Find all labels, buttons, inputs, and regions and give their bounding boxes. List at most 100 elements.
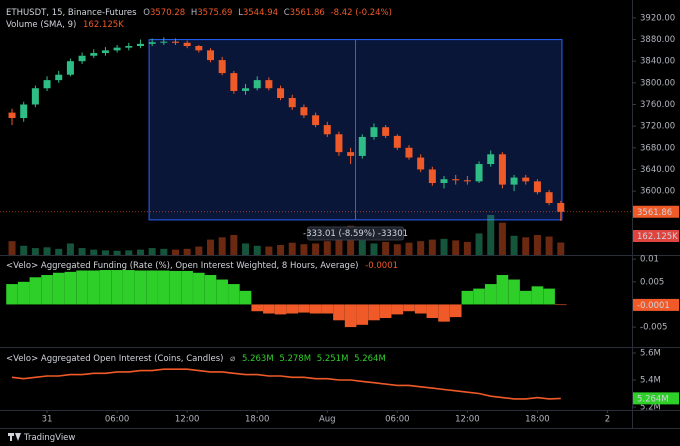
candle-body (136, 43, 144, 47)
volume-bar (20, 245, 28, 255)
candle-body (358, 136, 366, 156)
volume-bar (242, 243, 250, 255)
funding-bar (64, 271, 77, 305)
volume-bar (8, 241, 16, 255)
price-tag: 5.264M (637, 394, 669, 404)
volume-bar (55, 248, 63, 255)
volume-line: Volume (SMA, 9) 162.125K (6, 20, 124, 30)
candle-body (498, 154, 506, 185)
volume-bar (90, 249, 98, 255)
volume-bar (545, 236, 553, 255)
volume-bar (417, 241, 425, 255)
candle-body (218, 60, 226, 74)
volume-bar (440, 238, 448, 255)
funding-bar (17, 281, 30, 305)
candle-body (405, 147, 413, 158)
volume-bar (533, 235, 541, 255)
funding-bar (111, 270, 123, 305)
funding-bar (484, 284, 497, 305)
funding-bar (356, 304, 369, 325)
funding-title: <Velo> Aggregated Funding (Rate (%), Ope… (6, 261, 359, 271)
y-tick-label: 3840.00 (640, 57, 675, 67)
candle-body (382, 127, 390, 136)
candle-body (510, 177, 518, 185)
volume-bar (195, 246, 203, 255)
oi-line: <Velo> Aggregated Open Interest (Coins, … (6, 354, 386, 364)
candle-body (55, 74, 63, 81)
candle-body (300, 107, 308, 116)
candle-body (323, 125, 331, 135)
footer-brand[interactable]: TradingView (23, 433, 75, 443)
volume-bar (428, 239, 436, 255)
y-tick-label: 5.6M (640, 348, 661, 358)
volume-bar (522, 237, 530, 255)
ohlc-key: C (284, 8, 290, 18)
volume-bar (393, 244, 401, 255)
candle-body (533, 181, 541, 193)
y-tick-label: 0.01 (640, 255, 659, 265)
price-tag-box (633, 392, 679, 405)
funding-bar (52, 272, 65, 305)
candle-body (207, 50, 215, 61)
change: -8.42 (-0.24%) (331, 8, 392, 18)
candle-body (20, 104, 28, 119)
oi-value: 5.263M (242, 354, 274, 364)
symbol: ETHUSDT, 15, Binance-Futures (6, 8, 137, 18)
volume-bar (288, 242, 296, 255)
candle-body (452, 179, 460, 181)
candle-body (475, 164, 483, 182)
oi-value: 5.278M (279, 354, 311, 364)
x-tick-label: 18:00 (245, 415, 270, 425)
candle-body (195, 46, 203, 51)
funding-bar (146, 270, 158, 305)
ohlc-key: L (238, 8, 243, 18)
funding-bar (122, 270, 135, 305)
oi-line (11, 368, 561, 400)
candle-body (288, 97, 296, 108)
funding-bar (426, 304, 439, 319)
funding-bar (193, 272, 205, 305)
oi-marker: ⌀ (230, 354, 235, 364)
candle-body (417, 157, 425, 170)
volume-bar (487, 215, 495, 255)
y-tick-label: 3680.00 (640, 143, 675, 153)
volume-bar (253, 245, 261, 255)
funding-bar (274, 304, 287, 315)
price-tag-box (633, 298, 679, 311)
funding-bar (99, 270, 112, 305)
candle-body (277, 88, 285, 98)
candle-body (148, 42, 156, 44)
funding-bar (239, 290, 252, 305)
volume-bar (463, 241, 471, 255)
x-tick-label: 12:00 (455, 415, 480, 425)
funding-bar (309, 304, 322, 314)
funding-value: -0.0001 (365, 261, 398, 271)
funding-bar (344, 304, 357, 328)
volume-bar (382, 241, 390, 255)
price-tag: 3561.86 (637, 208, 672, 218)
header-line: ETHUSDT, 15, Binance-Futures O3570.28 H3… (6, 8, 392, 18)
measure-label-box (307, 226, 405, 241)
x-tick-label: 06:00 (385, 415, 410, 425)
footer-logo (8, 433, 21, 441)
funding-bar (76, 270, 88, 305)
candle-body (487, 154, 495, 165)
funding-bar (169, 270, 182, 305)
candle-body (8, 112, 16, 119)
volume-bar (230, 235, 238, 255)
candle-body (370, 127, 378, 137)
candle-body (557, 203, 565, 212)
funding-bar (403, 304, 415, 312)
candle-body (31, 88, 39, 105)
candle-body (545, 192, 553, 204)
funding-bar (134, 270, 147, 305)
volume-bar (78, 248, 86, 255)
funding-bar (543, 288, 555, 305)
funding-bar (379, 304, 392, 319)
funding-bar (438, 304, 450, 322)
funding-bar (321, 304, 334, 314)
oi-value: 5.251M (317, 354, 349, 364)
y-tick-label: 3600.00 (640, 187, 675, 197)
y-tick-label: 3880.00 (640, 35, 675, 45)
